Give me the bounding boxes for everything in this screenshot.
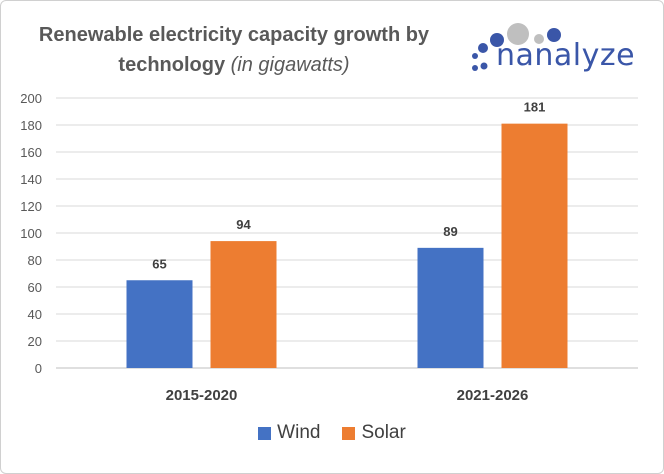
x-category-label-2015-2020: 2015-2020	[166, 387, 238, 404]
legend-swatch-wind	[258, 426, 272, 440]
title-line-1: Renewable electricity capacity growth by	[38, 24, 430, 46]
logo-text: nanalyze	[496, 38, 636, 73]
legend-item-solar: Solar	[342, 422, 406, 444]
bar-wind-2021-2026	[417, 247, 484, 368]
nanalyze-logo: nanalyze	[466, 22, 636, 78]
y-tick-label-0: 0	[35, 361, 42, 376]
legend: Wind Solar	[0, 422, 664, 444]
bar-solar-2021-2026	[501, 123, 568, 369]
legend-item-wind: Wind	[258, 422, 320, 444]
title-unit: (in gigawatts)	[230, 54, 350, 76]
y-tick-label-160: 160	[20, 145, 42, 160]
title-line-2: technology (in gigawatts)	[14, 50, 454, 80]
chart-title: Renewable electricity capacity growth by…	[14, 20, 454, 80]
y-tick-label-200: 200	[20, 91, 42, 106]
bar-wind-2015-2020	[126, 280, 193, 368]
y-tick-label-140: 140	[20, 172, 42, 187]
y-tick-label-120: 120	[20, 199, 42, 214]
y-tick-label-60: 60	[28, 280, 42, 295]
y-tick-label-180: 180	[20, 118, 42, 133]
legend-label-wind: Wind	[277, 422, 321, 443]
logo-dots-icon	[472, 23, 561, 71]
data-label-solar-2021-2026: 181	[524, 100, 546, 115]
data-label-wind-2015-2020: 65	[152, 256, 166, 271]
bar-solar-2015-2020	[210, 241, 277, 368]
y-tick-label-80: 80	[28, 253, 42, 268]
x-category-label-2021-2026: 2021-2026	[457, 387, 529, 404]
y-tick-label-100: 100	[20, 226, 42, 241]
data-label-wind-2021-2026: 89	[443, 224, 457, 239]
legend-label-solar: Solar	[361, 422, 406, 443]
y-tick-label-20: 20	[28, 334, 42, 349]
data-label-solar-2015-2020: 94	[236, 217, 251, 232]
legend-swatch-solar	[342, 426, 356, 440]
y-tick-label-40: 40	[28, 307, 42, 322]
title-main: technology	[118, 54, 226, 76]
